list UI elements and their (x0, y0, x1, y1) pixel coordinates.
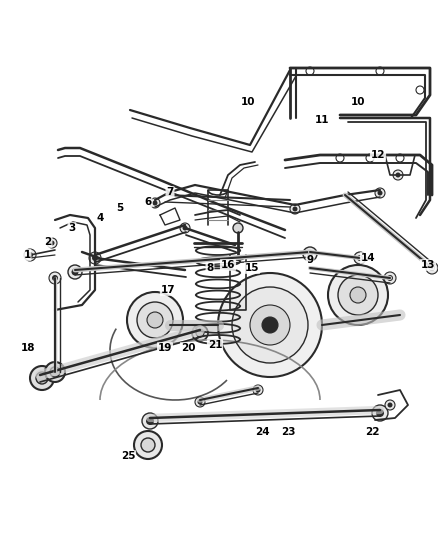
Text: 4: 4 (96, 213, 104, 223)
Text: 21: 21 (208, 340, 222, 350)
Circle shape (195, 397, 205, 407)
Circle shape (384, 272, 396, 284)
Text: 3: 3 (68, 223, 76, 233)
Circle shape (357, 255, 363, 261)
Circle shape (152, 200, 158, 206)
Circle shape (388, 402, 392, 408)
Circle shape (232, 287, 308, 363)
Text: 14: 14 (360, 253, 375, 263)
Circle shape (127, 292, 183, 348)
Circle shape (45, 362, 65, 382)
Text: 13: 13 (421, 260, 435, 270)
Circle shape (92, 255, 98, 261)
Circle shape (142, 413, 158, 429)
Circle shape (233, 223, 243, 233)
Circle shape (366, 154, 374, 162)
Circle shape (24, 249, 36, 261)
Circle shape (192, 325, 208, 341)
Circle shape (68, 265, 82, 279)
Circle shape (253, 385, 263, 395)
Circle shape (354, 252, 366, 264)
Text: 8: 8 (206, 263, 214, 273)
Circle shape (71, 269, 78, 276)
Circle shape (262, 317, 278, 333)
Text: 5: 5 (117, 203, 124, 213)
Circle shape (290, 204, 300, 214)
Circle shape (196, 329, 204, 337)
Circle shape (30, 366, 54, 390)
Circle shape (303, 247, 317, 261)
Text: 7: 7 (166, 187, 174, 197)
Circle shape (429, 265, 435, 271)
Text: 19: 19 (158, 343, 172, 353)
Text: 10: 10 (351, 97, 365, 107)
Circle shape (255, 387, 261, 392)
Text: 20: 20 (181, 343, 195, 353)
Circle shape (36, 372, 48, 384)
Circle shape (147, 312, 163, 328)
Circle shape (141, 438, 155, 452)
Circle shape (49, 272, 61, 284)
Circle shape (146, 417, 154, 425)
Circle shape (385, 400, 395, 410)
Text: 6: 6 (145, 197, 152, 207)
Circle shape (250, 305, 290, 345)
Text: 15: 15 (245, 263, 259, 273)
Circle shape (307, 251, 314, 257)
Text: 17: 17 (161, 285, 175, 295)
Text: 12: 12 (371, 150, 385, 160)
Circle shape (198, 400, 202, 405)
Circle shape (150, 198, 160, 208)
Circle shape (376, 67, 384, 75)
Circle shape (396, 154, 404, 162)
Circle shape (393, 170, 403, 180)
Circle shape (336, 154, 344, 162)
Text: 16: 16 (221, 260, 235, 270)
Text: 1: 1 (23, 250, 31, 260)
Circle shape (306, 67, 314, 75)
Circle shape (52, 275, 58, 281)
Circle shape (50, 367, 60, 377)
Circle shape (375, 188, 385, 198)
Circle shape (89, 252, 101, 264)
Circle shape (27, 252, 33, 258)
Circle shape (372, 405, 388, 421)
Circle shape (218, 273, 322, 377)
Circle shape (49, 240, 54, 246)
Text: 22: 22 (365, 427, 379, 437)
Circle shape (328, 265, 388, 325)
Text: 11: 11 (315, 115, 329, 125)
Text: 2: 2 (44, 237, 52, 247)
Text: 18: 18 (21, 343, 35, 353)
Circle shape (416, 86, 424, 94)
Text: 23: 23 (281, 427, 295, 437)
Circle shape (426, 262, 438, 274)
Circle shape (396, 173, 400, 177)
Circle shape (378, 190, 382, 196)
Text: 25: 25 (121, 451, 135, 461)
Circle shape (376, 409, 384, 417)
Text: 10: 10 (241, 97, 255, 107)
Circle shape (47, 238, 57, 248)
Circle shape (338, 275, 378, 315)
Circle shape (293, 206, 297, 212)
Circle shape (134, 431, 162, 459)
Text: 9: 9 (307, 255, 314, 265)
Circle shape (183, 225, 187, 230)
Text: 24: 24 (254, 427, 269, 437)
Circle shape (137, 302, 173, 338)
Circle shape (350, 287, 366, 303)
Circle shape (180, 223, 190, 233)
Circle shape (387, 275, 393, 281)
